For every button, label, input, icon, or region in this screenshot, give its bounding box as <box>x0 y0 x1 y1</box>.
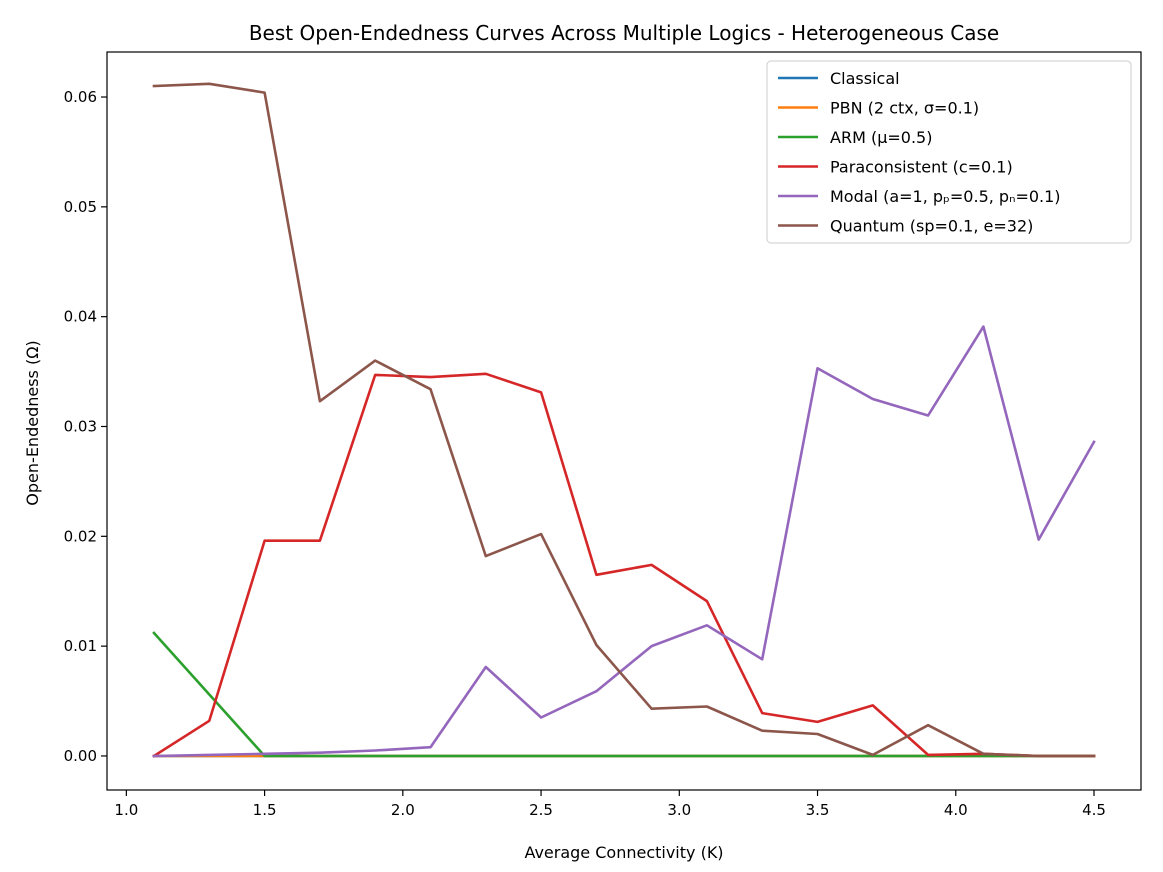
y-tick-label: 0.00 <box>64 747 97 765</box>
legend-label-4: Modal (a=1, pₚ=0.5, pₙ=0.1) <box>830 187 1061 206</box>
legend-label-5: Quantum (sp=0.1, e=32) <box>830 217 1033 236</box>
legend: Classical PBN (2 ctx, σ=0.1) ARM (μ=0.5) Pa… <box>766 60 1132 244</box>
chart-title: Best Open-Endedness Curves Across Multip… <box>249 21 999 45</box>
x-axis-label: Average Connectivity (K) <box>524 843 723 862</box>
series-line-4 <box>152 325 1096 758</box>
y-tick-label: 0.01 <box>64 637 97 655</box>
plot-frame <box>106 51 1142 791</box>
legend-label-0: Classical <box>830 69 900 88</box>
y-tick-label: 0.04 <box>64 308 97 326</box>
y-tick-label: 0.03 <box>64 417 97 435</box>
plot-area <box>106 51 1142 791</box>
y-tick-label: 0.06 <box>64 88 97 106</box>
series-line-5 <box>152 82 1096 758</box>
x-tick-label: 2.0 <box>391 801 415 819</box>
y-tick-label: 0.02 <box>64 527 97 545</box>
legend-box <box>766 60 1132 244</box>
x-tick-label: 3.0 <box>667 801 691 819</box>
series-line-3 <box>152 372 1096 758</box>
y-axis: 0.00 0.01 0.02 0.03 0.04 0.05 0.06 <box>64 88 107 765</box>
x-tick-label: 2.5 <box>529 801 553 819</box>
x-tick-label: 3.5 <box>806 801 830 819</box>
x-tick-label: 4.0 <box>944 801 968 819</box>
y-axis-label: Open-Endedness (Ω) <box>23 340 42 505</box>
x-tick-label: 1.0 <box>114 801 138 819</box>
legend-label-3: Paraconsistent (c=0.1) <box>830 158 1013 177</box>
legend-label-1: PBN (2 ctx, σ=0.1) <box>830 99 979 118</box>
legend-label-2: ARM (μ=0.5) <box>830 128 932 147</box>
x-tick-label: 4.5 <box>1082 801 1106 819</box>
x-axis: 1.0 1.5 2.0 2.5 3.0 3.5 4.0 4.5 <box>114 790 1106 819</box>
x-tick-label: 1.5 <box>253 801 277 819</box>
y-tick-label: 0.05 <box>64 198 97 216</box>
